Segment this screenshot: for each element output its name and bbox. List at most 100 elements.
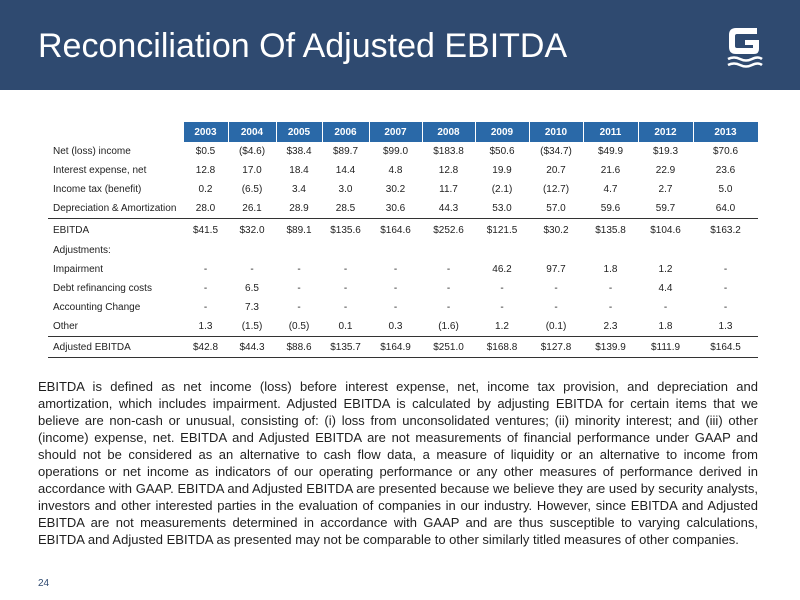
page-title: Reconciliation Of Adjusted EBITDA — [38, 27, 568, 65]
table-cell: - — [343, 264, 348, 275]
table-cell: 7.3 — [245, 302, 259, 313]
table-cell: $251.0 — [422, 336, 475, 358]
table-cell: - — [203, 283, 208, 294]
table-cell: $32.0 — [228, 218, 276, 241]
table-cell: $70.6 — [712, 146, 739, 157]
table-cell: - — [446, 264, 451, 275]
table-row: Interest expense, net 12.8 17.0 18.4 14.4 4.8… — [48, 161, 758, 180]
year-header-2005: 2005 — [275, 122, 323, 142]
table-cell: 4.7 — [603, 184, 618, 195]
table-cell: $164.9 — [369, 336, 422, 358]
table-cell: $49.9 — [597, 146, 624, 157]
table-cell: 17.0 — [242, 165, 262, 176]
table-cell: $183.8 — [433, 146, 464, 157]
table-cell: $42.8 — [183, 336, 228, 358]
year-header-2003: 2003 — [182, 122, 229, 142]
table-cell: 59.7 — [655, 203, 676, 214]
table-cell: 20.7 — [546, 165, 566, 176]
year-header-2004: 2004 — [227, 122, 277, 142]
table-row: Net (loss) income $0.5 ($4.6) $38.4 $89.7 $99… — [48, 142, 758, 161]
year-header-2006: 2006 — [321, 122, 370, 142]
row-label: Debt refinancing costs — [53, 283, 152, 294]
row-label: Interest expense, net — [53, 165, 147, 176]
year-header-row: 2003 2004 2005 2006 2007 2008 2009 2010 2011 2012… — [48, 122, 759, 142]
table-cell: 46.2 — [492, 264, 512, 275]
table-cell: 4.8 — [388, 165, 403, 176]
table-cell: (0.5) — [288, 321, 310, 332]
table-cell: - — [203, 264, 208, 275]
row-label: Accounting Change — [53, 302, 141, 313]
table-cell: 5.0 — [718, 184, 733, 195]
year-header-2007: 2007 — [368, 122, 423, 142]
table-cell: 2.3 — [603, 321, 618, 332]
table-cell: $104.6 — [638, 218, 693, 241]
table-cell: 21.6 — [600, 165, 621, 176]
header-bar: Reconciliation Of Adjusted EBITDA — [0, 0, 800, 90]
table-cell: - — [393, 283, 398, 294]
table-cell: - — [250, 264, 254, 275]
table-cell: $135.8 — [583, 218, 638, 241]
row-label: Adjusted EBITDA — [48, 336, 183, 358]
table-cell: 12.8 — [195, 165, 216, 176]
row-label: Depreciation & Amortization — [53, 203, 177, 214]
table-cell: $99.0 — [382, 146, 409, 157]
row-label: Adjustments: — [53, 245, 111, 256]
table-cell: - — [297, 283, 301, 294]
table-cell: - — [723, 264, 728, 275]
table-cell: 97.7 — [546, 264, 566, 275]
table-cell: $38.4 — [286, 146, 312, 157]
table-cell: $163.2 — [693, 218, 758, 241]
table-cell: 30.6 — [385, 203, 406, 214]
table-cell: 28.5 — [335, 203, 356, 214]
table-cell: 6.5 — [245, 283, 259, 294]
table-cell: (6.5) — [241, 184, 263, 195]
table-row: Accounting Change - 7.3 - - - - - - - - - — [48, 298, 758, 317]
table-cell: $127.8 — [529, 336, 583, 358]
table-cell: $44.3 — [228, 336, 276, 358]
table-cell: 28.0 — [195, 203, 216, 214]
table-cell: 0.3 — [388, 321, 403, 332]
table-cell: 26.1 — [242, 203, 262, 214]
table-cell: ($4.6) — [238, 146, 266, 157]
table-cell: - — [608, 283, 613, 294]
table-cell: 18.4 — [289, 165, 309, 176]
table-cell: 44.3 — [438, 203, 459, 214]
year-header-2008: 2008 — [421, 122, 476, 142]
table-cell: - — [608, 302, 613, 313]
table-cell: $252.6 — [422, 218, 475, 241]
table-cell: - — [393, 302, 398, 313]
table-cell: - — [554, 302, 558, 313]
table-cell: (1.6) — [438, 321, 459, 332]
table-cell — [276, 241, 322, 260]
year-header-2009: 2009 — [474, 122, 530, 142]
table-cell: 0.1 — [338, 321, 353, 332]
table-cell: $135.7 — [322, 336, 369, 358]
table-cell: $139.9 — [583, 336, 638, 358]
page-number: 24 — [38, 578, 50, 589]
table-cell: $89.1 — [276, 218, 322, 241]
table-row: Other 1.3 (1.5) (0.5) 0.1 0.3 (1.6) 1.2 (0.1) 2.3… — [48, 317, 758, 337]
table-cell: 59.6 — [600, 203, 621, 214]
table-row: Depreciation & Amortization 28.0 26.1 28.9 2… — [48, 199, 758, 219]
year-header-2011: 2011 — [582, 122, 639, 142]
table-row: EBITDA $41.5 $32.0 $89.1 $135.6 $164.6 $252.6 $… — [48, 218, 758, 241]
table-cell: 64.0 — [715, 203, 736, 214]
table-cell: $89.7 — [332, 146, 359, 157]
table-cell — [228, 241, 276, 260]
table-cell — [422, 241, 475, 260]
table-cell: 1.3 — [718, 321, 733, 332]
table-cell: $164.6 — [369, 218, 422, 241]
table-cell: (1.5) — [241, 321, 263, 332]
table-row: Income tax (benefit) 0.2 (6.5) 3.4 3.0 30.2 11… — [48, 180, 758, 199]
table-cell: $0.5 — [195, 146, 216, 157]
table-cell: 12.8 — [438, 165, 459, 176]
row-label: Net (loss) income — [53, 146, 131, 157]
table-row: Impairment - - - - - - 46.2 97.7 1.8 1.2 - — [48, 260, 758, 279]
ebitda-reconciliation-table: 2003 2004 2005 2006 2007 2008 2009 2010 2011 2012… — [48, 122, 759, 358]
table-cell: $30.2 — [529, 218, 583, 241]
table-cell: - — [393, 264, 398, 275]
table-cell: - — [343, 283, 348, 294]
table-cell: $111.9 — [638, 336, 693, 358]
table-cell — [322, 241, 369, 260]
table-cell: 1.2 — [495, 321, 509, 332]
